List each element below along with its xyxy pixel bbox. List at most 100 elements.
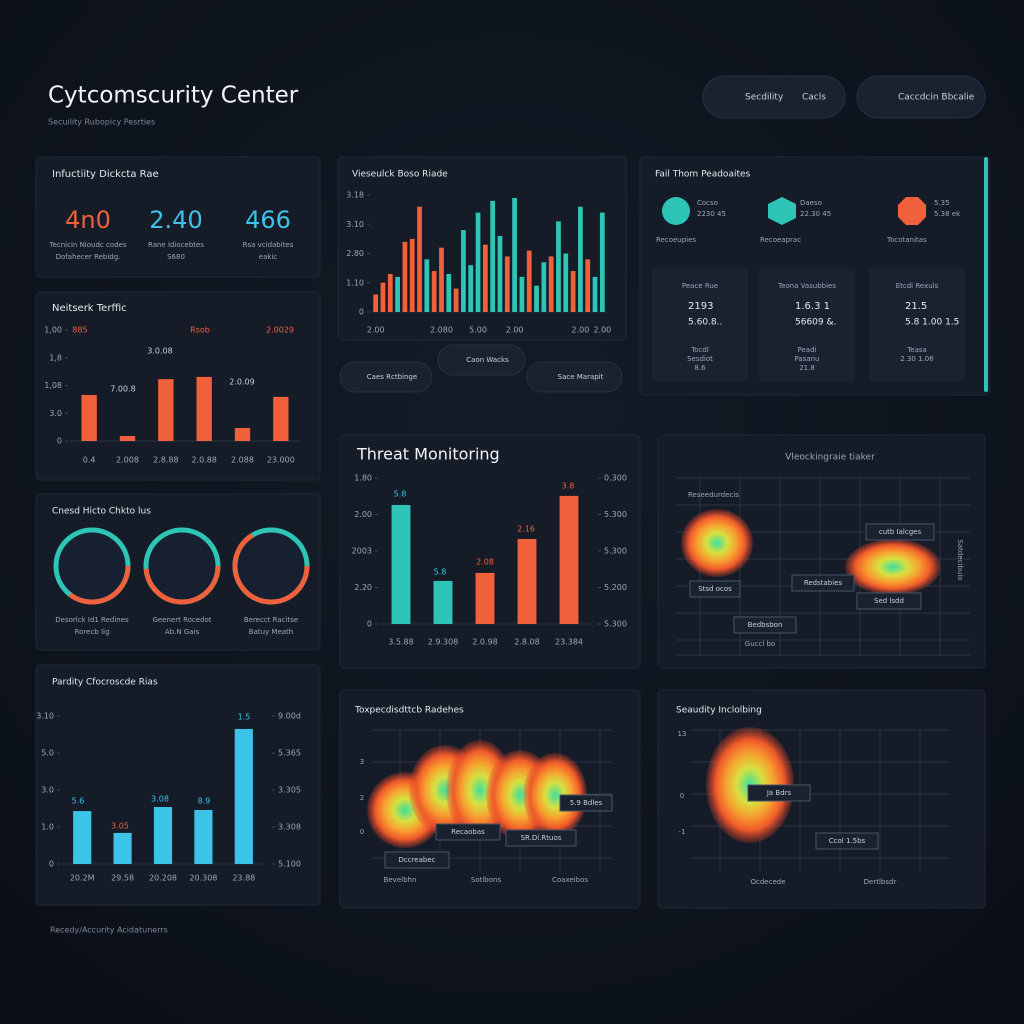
- pill[interactable]: [437, 344, 526, 376]
- tick-label: 3.308: [278, 823, 301, 832]
- gauge-caption: Desorlck Id1 Redines: [55, 616, 129, 624]
- tick-label: 1,8: [49, 353, 62, 362]
- panel-title: Cnesd Hicto Chkto lus: [52, 507, 151, 517]
- card-title: Peace Rue: [682, 282, 718, 290]
- tick-label: 5.365: [278, 749, 301, 758]
- x-tick-label: 23.88: [232, 874, 255, 883]
- heat-label: Coaxeibos: [552, 876, 588, 884]
- bar: [461, 230, 466, 312]
- pill[interactable]: [339, 361, 433, 393]
- x-tick-label: 5.00: [469, 326, 487, 335]
- kpi-caption: Tecnicin Nioudc codes: [48, 241, 126, 249]
- bar: [431, 271, 437, 312]
- x-tick-label: 2.0.88: [191, 456, 216, 465]
- button[interactable]: [856, 75, 986, 119]
- gauge-caption: Rorecb Iig: [75, 628, 110, 636]
- tick-label: 2: [360, 794, 364, 802]
- x-tick-label: 2.00: [572, 326, 590, 335]
- tick-label: -1: [679, 828, 686, 836]
- x-tick-label: 20.308: [189, 874, 217, 883]
- bar: [548, 256, 554, 312]
- card-note: Tocdl: [690, 346, 709, 354]
- x-tick-label: 3.5.88: [388, 638, 413, 647]
- gauge-caption: Batuy Meath: [249, 628, 293, 636]
- bar: [512, 197, 517, 312]
- tick-label: 2.20: [354, 583, 372, 592]
- heat-label: Redstabies: [804, 579, 843, 587]
- panel: [35, 291, 321, 481]
- heat-label: Guccl bo: [745, 640, 775, 648]
- kpi-caption: eakic: [259, 253, 278, 261]
- status-icon: [898, 197, 926, 225]
- bar-annotation: 1.5: [238, 713, 251, 722]
- bar: [482, 244, 488, 312]
- footer: Recedy/Accurity Acidatunerrs: [50, 926, 168, 935]
- bar: [402, 241, 408, 312]
- content: Cytcomscurity Center Secuility Rubopicy P…: [36, 75, 986, 935]
- card-value: 56609 &.: [795, 318, 836, 328]
- bar-annotation: 5.6: [72, 797, 85, 806]
- card-note: 21.8: [799, 364, 815, 372]
- bar-annotation: 5.8: [434, 568, 447, 577]
- tick-label: 0: [49, 860, 54, 869]
- tick-label: 5.200: [604, 583, 627, 592]
- status-icon: [662, 197, 690, 225]
- x-tick-label: 2.00: [593, 326, 611, 335]
- tick-label: 2.00: [354, 510, 372, 519]
- tick-label: 1.80: [354, 474, 372, 483]
- bar: [534, 285, 539, 312]
- bar: [599, 212, 605, 312]
- label-box: [815, 832, 879, 850]
- heat-label: Satdecibuio: [956, 539, 964, 580]
- card-note: Peadi: [798, 346, 817, 354]
- panel: [339, 434, 641, 669]
- bar-annotation: 3.05: [111, 822, 129, 831]
- tick-label: 3.18: [346, 191, 364, 200]
- x-tick-label: 20.208: [149, 874, 177, 883]
- bar-annotation: 2.16: [517, 525, 535, 534]
- button[interactable]: [702, 75, 846, 119]
- bar-annotation: 3.8: [562, 482, 575, 491]
- x-tick-label: 2.088: [231, 456, 254, 465]
- tick-label: 5.300: [604, 620, 627, 629]
- bar: [453, 288, 459, 312]
- pill-label: Caes Rctbinge: [367, 373, 417, 381]
- bar: [541, 262, 547, 312]
- tick-label: 1,08: [44, 381, 62, 390]
- bar: [592, 276, 598, 312]
- gauges: [53, 527, 310, 605]
- bar: [490, 200, 496, 312]
- gauge-arc: [232, 527, 310, 605]
- bar: [395, 276, 400, 312]
- panel-title: Vleockingraie tiaker: [785, 453, 875, 463]
- kpi-value: 4n0: [65, 206, 111, 234]
- heat-label: Reseedurdecis: [688, 491, 739, 499]
- bar: [433, 580, 453, 624]
- heat-blob: [845, 539, 941, 595]
- heat-blob: [523, 753, 587, 837]
- bar: [387, 273, 393, 312]
- heat-label: Bedbsbon: [748, 621, 783, 629]
- tick-label: 3.10: [346, 220, 364, 229]
- bar-annotation: Rsob: [190, 326, 210, 335]
- label-box: [747, 784, 811, 802]
- kpi-value: 2.40: [149, 206, 202, 234]
- bar: [563, 253, 569, 312]
- status-text: Cocso: [697, 199, 718, 207]
- page-title: Cytcomscurity Center: [48, 83, 299, 109]
- pill[interactable]: [526, 361, 623, 393]
- bar-annotation: 3.0.08: [147, 347, 172, 356]
- tick-label: 5.0: [41, 749, 54, 758]
- gauge-arc: [53, 527, 131, 605]
- label-box: [689, 580, 741, 598]
- heat-label: Dertlbsdr: [864, 878, 897, 886]
- tick-label: 9.00d: [278, 712, 301, 721]
- tick-label: 3: [360, 758, 364, 766]
- bar: [81, 394, 97, 441]
- label-box: [733, 616, 797, 634]
- bar: [570, 271, 576, 312]
- label-box: [435, 823, 501, 841]
- heat-label: Sotlbons: [471, 876, 502, 884]
- heat-label: SR.Dl.Rtuos: [521, 834, 562, 842]
- card-note: 2.30 1.06: [900, 355, 934, 363]
